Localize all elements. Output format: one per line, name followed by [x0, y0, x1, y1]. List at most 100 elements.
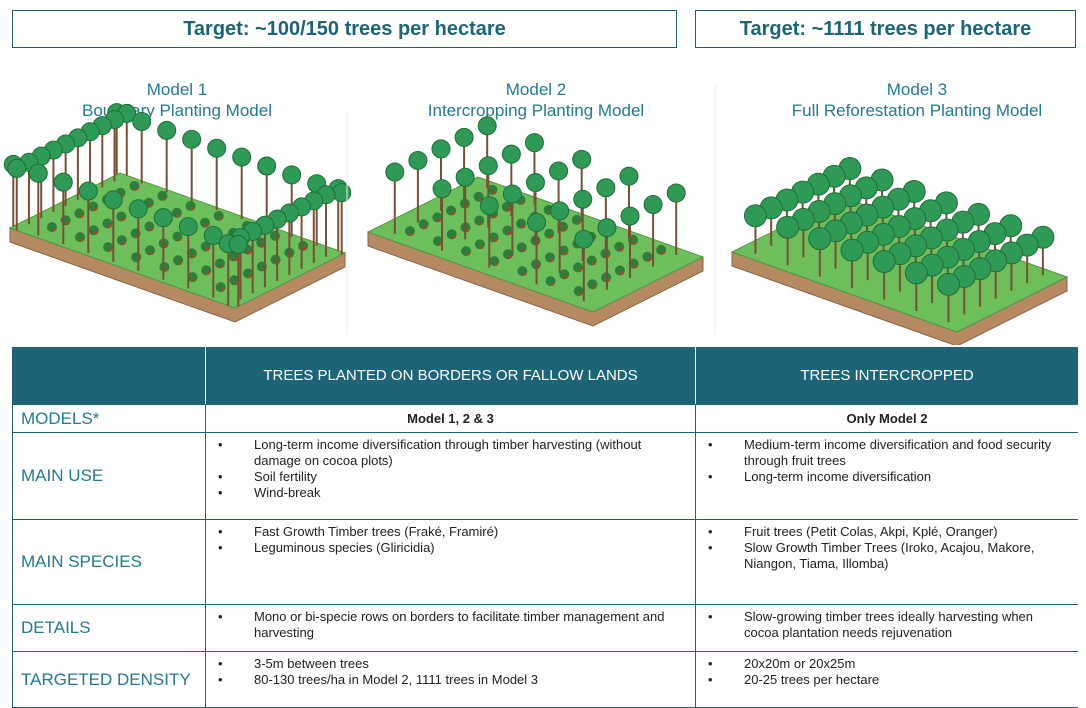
- table-cell: Only Model 2: [695, 405, 1078, 432]
- cocoa-pod: [493, 191, 496, 194]
- cocoa-tree: [215, 258, 225, 268]
- crown: [644, 196, 662, 214]
- cocoa-tree: [47, 222, 57, 232]
- bullet-item: Soil fertility: [206, 469, 685, 485]
- cocoa-tree: [419, 219, 429, 229]
- crown: [938, 273, 960, 295]
- cocoa-pod: [438, 219, 441, 222]
- cocoa-tree: [173, 255, 183, 265]
- cocoa-pod: [151, 252, 154, 255]
- cocoa-tree: [117, 235, 127, 245]
- cocoa-pod: [523, 273, 526, 276]
- crown: [455, 128, 473, 146]
- cocoa-pod: [550, 235, 553, 238]
- cocoa-pod: [94, 208, 97, 211]
- bullet-item: Wind-break: [206, 485, 685, 501]
- cocoa-pod: [579, 269, 582, 272]
- crown: [433, 180, 451, 198]
- bullet-item: Slow-growing timber trees ideally harves…: [696, 609, 1068, 641]
- cocoa-pod: [522, 249, 525, 252]
- cocoa-tree: [172, 208, 182, 218]
- table-cell: Mono or bi-specie rows on borders to fac…: [205, 605, 695, 651]
- cocoa-tree: [461, 246, 471, 256]
- crown: [283, 166, 301, 184]
- crown: [479, 157, 497, 175]
- cocoa-pod: [150, 228, 153, 231]
- cocoa-tree: [103, 218, 113, 228]
- cocoa-pod: [592, 262, 595, 265]
- bullet-item: Long-term income diversification through…: [206, 437, 685, 469]
- cocoa-pod: [494, 239, 497, 242]
- table-row: MODELS*Model 1, 2 & 3Only Model 2: [12, 405, 1078, 433]
- crown: [478, 117, 496, 135]
- crown: [208, 139, 226, 157]
- header-cell: TREES PLANTED ON BORDERS OR FALLOW LANDS: [205, 347, 695, 404]
- crown: [777, 216, 799, 238]
- crown: [525, 134, 543, 152]
- row-label: DETAILS: [12, 605, 205, 651]
- cocoa-tree: [173, 232, 183, 242]
- cocoa-tree: [88, 202, 98, 212]
- bullet-item: Fruit trees (Petit Colas, Akpi, Kplé, Or…: [696, 524, 1068, 540]
- crown: [575, 230, 593, 248]
- bullet-item: 3-5m between trees: [206, 656, 685, 672]
- cocoa-pod: [579, 293, 582, 296]
- crown: [233, 148, 251, 166]
- cocoa-pod: [248, 251, 251, 254]
- cocoa-pod: [165, 269, 168, 272]
- cocoa-pod: [593, 286, 596, 289]
- cocoa-tree: [503, 249, 513, 259]
- crown: [133, 113, 151, 131]
- cocoa-pod: [80, 215, 83, 218]
- crown: [503, 185, 521, 203]
- cocoa-tree: [271, 255, 281, 265]
- bullet-item: 20-25 trees per hectare: [696, 672, 1068, 688]
- cocoa-pod: [480, 246, 483, 249]
- cocoa-pod: [304, 247, 307, 250]
- cocoa-tree: [159, 262, 169, 272]
- cocoa-pod: [177, 214, 180, 217]
- cocoa-pod: [221, 289, 224, 292]
- crown: [905, 262, 927, 284]
- bullet-item: Slow Growth Timber Trees (Iroko, Acajou,…: [696, 540, 1068, 572]
- cocoa-tree: [201, 265, 211, 275]
- cocoa-pod: [634, 241, 637, 244]
- cocoa-tree: [89, 225, 99, 235]
- cocoa-tree: [200, 218, 210, 228]
- cocoa-pod: [81, 239, 84, 242]
- row-label: MAIN SPECIES: [12, 520, 205, 604]
- cocoa-tree: [516, 219, 526, 229]
- crown: [574, 190, 592, 208]
- cocoa-tree: [546, 276, 556, 286]
- crown: [229, 235, 247, 253]
- header-cell: TREES INTERCROPPED: [695, 347, 1078, 404]
- crown: [620, 167, 638, 185]
- row-label: MODELS*: [12, 405, 205, 432]
- table-cell: 3-5m between trees80-130 trees/ha in Mod…: [205, 652, 695, 707]
- bullet-item: 20x20m or 20x25m: [696, 656, 1068, 672]
- crown: [179, 218, 197, 236]
- table-cell: Fruit trees (Petit Colas, Akpi, Kplé, Or…: [695, 520, 1078, 604]
- cocoa-pod: [452, 212, 455, 215]
- row-label: MAIN USE: [12, 433, 205, 519]
- cocoa-pod: [249, 275, 252, 278]
- cocoa-pod: [52, 229, 55, 232]
- crown: [528, 213, 546, 231]
- cocoa-pod: [509, 256, 512, 259]
- cocoa-pod: [207, 272, 210, 275]
- cocoa-tree: [298, 241, 308, 251]
- cocoa-tree: [601, 249, 611, 259]
- cocoa-pod: [108, 225, 111, 228]
- cocoa-tree: [544, 229, 554, 239]
- cocoa-pod: [452, 236, 455, 239]
- table-cell: Fast Growth Timber trees (Fraké, Framiré…: [205, 520, 695, 604]
- cocoa-pod: [507, 208, 510, 211]
- cocoa-pod: [620, 272, 623, 275]
- cocoa-tree: [243, 268, 253, 278]
- crown: [54, 173, 72, 191]
- illustrations: [0, 0, 1086, 345]
- crown: [409, 151, 427, 169]
- cocoa-tree: [559, 269, 569, 279]
- crown: [551, 202, 569, 220]
- table-cell: 20x20m or 20x25m20-25 trees per hectare: [695, 652, 1078, 707]
